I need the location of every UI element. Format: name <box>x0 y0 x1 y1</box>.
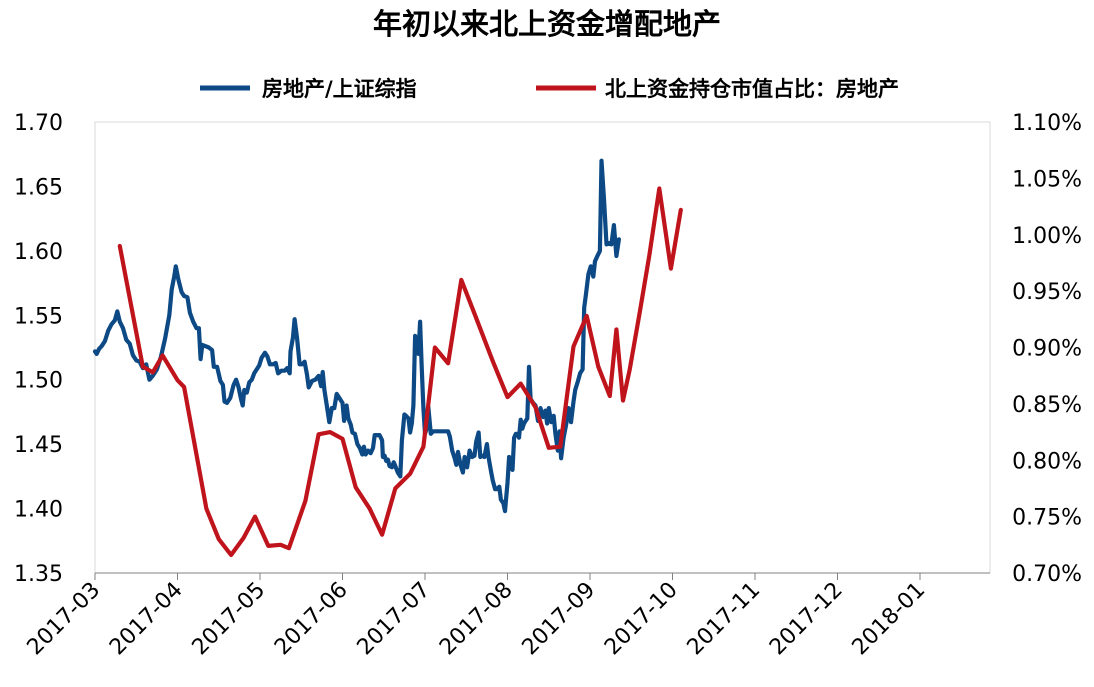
x-tick-label: 2017-08 <box>435 578 518 661</box>
x-tick-label: 2017-10 <box>600 578 683 661</box>
y-right-tick-label: 1.00% <box>1012 224 1082 249</box>
y-left-tick-label: 1.50 <box>14 369 63 394</box>
y-right-tick-label: 0.85% <box>1012 393 1082 418</box>
plot-frame <box>94 121 991 574</box>
y-left-tick-label: 1.70 <box>14 111 63 136</box>
legend-label-series-1: 房地产/上证综指 <box>262 77 417 101</box>
x-tick-label: 2017-07 <box>353 578 436 661</box>
series-layer <box>92 158 683 558</box>
x-tick-label: 2017-05 <box>188 578 271 661</box>
y-right-tick-label: 0.90% <box>1012 337 1082 362</box>
series-line-2 <box>117 186 683 558</box>
x-axis: 2017-03 2017-04 2017-05 2017-06 2017-07 2017-… <box>23 573 931 661</box>
x-tick-label: 2017-09 <box>518 578 601 661</box>
y-right-tick-label: 0.75% <box>1012 506 1082 531</box>
y-axis-left: 1.35 1.40 1.45 1.50 1.55 1.60 1.65 1.70 <box>14 111 63 587</box>
y-left-tick-label: 1.40 <box>14 498 63 523</box>
plot-area <box>94 121 991 574</box>
y-right-tick-label: 0.80% <box>1012 449 1082 474</box>
y-left-tick-label: 1.60 <box>14 240 63 265</box>
y-left-tick-label: 1.45 <box>14 433 63 458</box>
series-line-1 <box>92 158 621 514</box>
legend-label-series-2: 北上资金持仓市值占比：房地产 <box>605 77 899 101</box>
x-tick-label: 2017-06 <box>270 578 353 661</box>
y-axis-right: 0.70% 0.75% 0.80% 0.85% 0.90% 0.95% 1.00% 1.05%… <box>1012 111 1082 587</box>
x-tick-label: 2017-03 <box>23 578 106 661</box>
x-tick-label: 2017-12 <box>765 578 848 661</box>
y-left-tick-label: 1.65 <box>14 175 63 200</box>
x-tick-label: 2017-11 <box>683 578 766 661</box>
y-right-tick-label: 1.10% <box>1012 111 1082 136</box>
y-right-tick-label: 0.95% <box>1012 280 1082 305</box>
legend: 房地产/上证综指 北上资金持仓市值占比：房地产 <box>200 77 899 101</box>
y-right-tick-label: 1.05% <box>1012 167 1082 192</box>
y-left-tick-label: 1.35 <box>14 562 63 587</box>
x-tick-label: 2018-01 <box>848 578 931 661</box>
x-tick-label: 2017-04 <box>105 578 188 661</box>
y-left-tick-label: 1.55 <box>14 304 63 329</box>
chart-title: 年初以来北上资金增配地产 <box>373 7 721 41</box>
y-right-tick-label: 0.70% <box>1012 562 1082 587</box>
